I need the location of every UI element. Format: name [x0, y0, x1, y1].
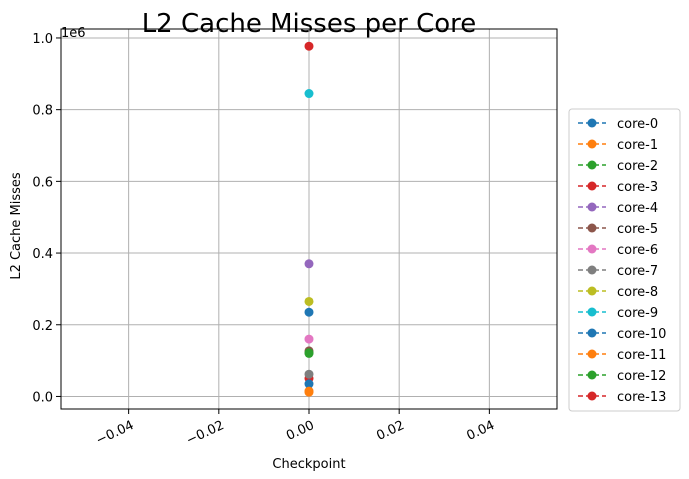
- legend-marker: [587, 244, 597, 254]
- legend-label: core-13: [617, 390, 666, 405]
- y-axis: 0.0 0.2 0.4 0.6 0.8 1.0: [32, 32, 61, 405]
- legend-item: core-6: [578, 243, 658, 258]
- y-tick-label: 0.2: [32, 319, 53, 334]
- series-core-8: [304, 296, 314, 306]
- x-axis-label: Checkpoint: [272, 457, 345, 472]
- legend-item: core-12: [578, 369, 666, 384]
- y-tick-label: 0.6: [32, 175, 53, 190]
- x-tick-label: −0.04: [94, 418, 136, 448]
- series-layer: [304, 41, 314, 397]
- y-tick-label: 0.4: [32, 247, 53, 262]
- legend-label: core-10: [617, 327, 666, 342]
- legend-marker: [587, 160, 597, 170]
- x-tick-label: 0.04: [464, 418, 497, 444]
- legend-item: core-10: [578, 327, 666, 342]
- data-point: [304, 259, 314, 269]
- legend-label: core-3: [617, 180, 658, 195]
- legend-label: core-11: [617, 348, 666, 363]
- legend-marker: [587, 223, 597, 233]
- legend-marker: [587, 328, 597, 338]
- data-point: [304, 348, 314, 358]
- legend-item: core-7: [578, 264, 658, 279]
- x-tick-label: 0.02: [374, 418, 407, 444]
- legend-label: core-2: [617, 159, 658, 174]
- legend-item: core-5: [578, 222, 658, 237]
- data-point: [304, 89, 314, 99]
- legend-label: core-9: [617, 306, 658, 321]
- legend-label: core-5: [617, 222, 658, 237]
- data-point: [304, 296, 314, 306]
- series-core-7: [304, 369, 314, 379]
- legend-item: core-3: [578, 180, 658, 195]
- series-core-12: [304, 348, 314, 358]
- legend-label: core-12: [617, 369, 666, 384]
- legend-item: core-1: [578, 138, 658, 153]
- legend: core-0 core-1 core-2 core-3 core-4 core-5 core…: [568, 108, 681, 412]
- data-point: [304, 334, 314, 344]
- legend-item: core-2: [578, 159, 658, 174]
- legend-marker: [587, 181, 597, 191]
- series-core-9: [304, 89, 314, 99]
- legend-item: core-8: [578, 285, 658, 300]
- legend-marker: [587, 118, 597, 128]
- data-point: [304, 307, 314, 317]
- legend-item: core-0: [578, 117, 658, 132]
- data-point: [304, 41, 314, 51]
- legend-item: core-11: [578, 348, 666, 363]
- legend-marker: [587, 349, 597, 359]
- series-core-11: [304, 386, 314, 396]
- data-point: [304, 379, 314, 389]
- legend-marker: [587, 286, 597, 296]
- series-core-10: [304, 379, 314, 389]
- legend-marker: [587, 139, 597, 149]
- x-tick-label: 0.00: [284, 418, 317, 444]
- y-tick-label: 0.0: [32, 390, 53, 405]
- y-offset-text: 1e6: [61, 26, 86, 41]
- legend-label: core-8: [617, 285, 658, 300]
- legend-label: core-6: [617, 243, 658, 258]
- legend-marker: [587, 307, 597, 317]
- y-tick-label: 1.0: [32, 32, 53, 47]
- series-core-13: [304, 41, 314, 51]
- legend-marker: [587, 370, 597, 380]
- y-tick-label: 0.8: [32, 104, 53, 119]
- legend-box: [568, 108, 681, 412]
- x-axis: −0.04 −0.02 0.00 0.02 0.04: [94, 409, 497, 448]
- legend-label: core-7: [617, 264, 658, 279]
- x-tick-label: −0.02: [184, 418, 226, 448]
- series-core-4: [304, 259, 314, 269]
- legend-marker: [587, 391, 597, 401]
- legend-label: core-0: [617, 117, 658, 132]
- y-axis-label: L2 Cache Misses: [9, 172, 24, 280]
- legend-item: core-9: [578, 306, 658, 321]
- series-core-0: [304, 307, 314, 317]
- legend-label: core-4: [617, 201, 658, 216]
- legend-item: core-13: [578, 390, 666, 405]
- series-core-6: [304, 334, 314, 344]
- legend-item: core-4: [578, 201, 658, 216]
- legend-marker: [587, 202, 597, 212]
- data-point: [304, 369, 314, 379]
- legend-marker: [587, 265, 597, 275]
- legend-label: core-1: [617, 138, 658, 153]
- data-point: [304, 386, 314, 396]
